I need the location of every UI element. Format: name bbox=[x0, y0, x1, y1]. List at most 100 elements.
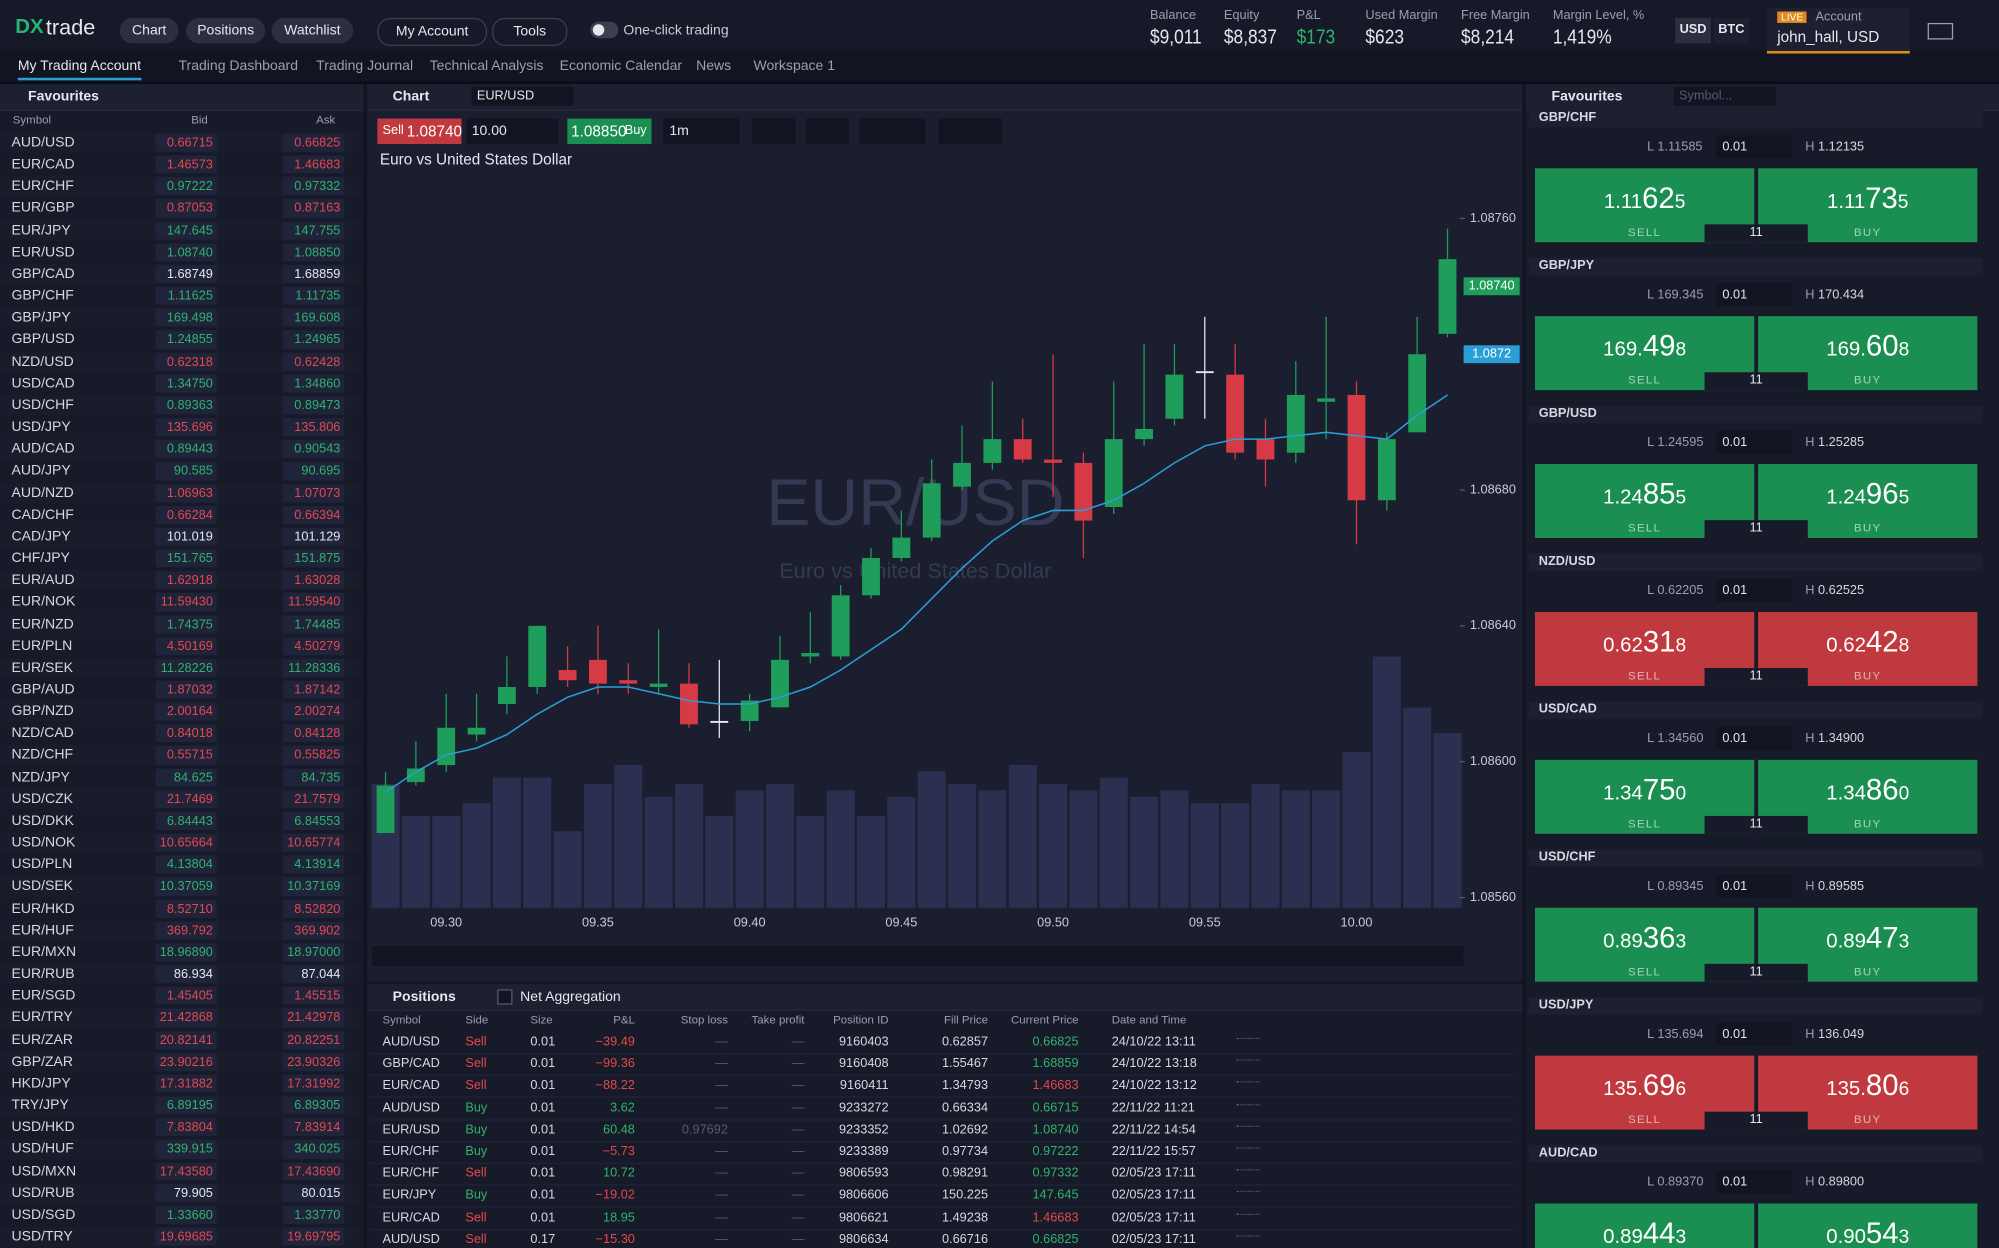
symbol: EUR/CHF bbox=[11, 178, 74, 195]
layout-icon[interactable] bbox=[1927, 22, 1954, 40]
bid-cell bbox=[155, 199, 217, 218]
indicators-button[interactable] bbox=[805, 118, 850, 145]
position-row[interactable] bbox=[369, 1120, 1515, 1143]
price-part: 0.89 bbox=[1603, 1226, 1643, 1248]
ask-cell bbox=[283, 680, 345, 699]
symbol: USD/CAD bbox=[11, 375, 75, 392]
bid: 1.33660 bbox=[166, 1208, 213, 1223]
timeframe-select[interactable] bbox=[662, 118, 740, 145]
bid: 147.645 bbox=[166, 223, 213, 238]
position-row[interactable] bbox=[369, 1055, 1515, 1077]
ask-cell bbox=[283, 593, 345, 612]
cell: 9806621 bbox=[838, 1210, 889, 1225]
qty-select[interactable] bbox=[1716, 874, 1793, 898]
row-actions[interactable] bbox=[1236, 1235, 1260, 1244]
qty-select[interactable] bbox=[1716, 135, 1793, 159]
menu-button[interactable]: My Account bbox=[377, 17, 488, 46]
cell: −15.30 bbox=[595, 1232, 635, 1247]
row-actions[interactable] bbox=[1236, 1037, 1260, 1047]
ask-cell bbox=[283, 1205, 345, 1224]
ask: 6.84553 bbox=[294, 814, 341, 829]
cell: Sell bbox=[465, 1210, 487, 1225]
currency-button[interactable]: BTC bbox=[1713, 17, 1750, 44]
buy-price: 0.90543 bbox=[1758, 1216, 1977, 1248]
tab[interactable]: Trading Dashboard bbox=[178, 58, 299, 74]
tab[interactable]: Workspace 1 bbox=[753, 58, 836, 74]
time-button[interactable] bbox=[859, 118, 926, 145]
y-tick-label: 1.08680 bbox=[1470, 481, 1516, 496]
buy-button[interactable] bbox=[567, 118, 652, 145]
high: 170.434 bbox=[1818, 288, 1865, 303]
nav-button[interactable]: Chart bbox=[119, 17, 179, 44]
qty-select[interactable] bbox=[1716, 430, 1793, 454]
position-row[interactable] bbox=[369, 1164, 1515, 1186]
row-actions[interactable] bbox=[1236, 1147, 1260, 1156]
qty-select[interactable] bbox=[1716, 283, 1793, 306]
qty-select[interactable] bbox=[1716, 1022, 1793, 1046]
tab[interactable]: News bbox=[696, 58, 732, 74]
candle-body bbox=[558, 670, 577, 681]
bid: 151.765 bbox=[166, 552, 213, 567]
cell: Buy bbox=[465, 1122, 488, 1137]
row-actions[interactable] bbox=[1236, 1081, 1260, 1091]
cell: — bbox=[715, 1057, 728, 1072]
row-actions[interactable] bbox=[1236, 1125, 1260, 1134]
ask-cell bbox=[283, 505, 345, 524]
positions-panel: Positions Net Aggregation bbox=[367, 984, 1523, 1248]
add-tab[interactable] bbox=[850, 59, 863, 73]
symbol: USD/HKD bbox=[11, 1119, 75, 1135]
volume-bar bbox=[978, 790, 1007, 908]
low: 135.694 bbox=[1657, 1027, 1704, 1042]
volume-bar bbox=[401, 815, 430, 908]
scrollbar[interactable] bbox=[372, 945, 1464, 967]
qty-select[interactable] bbox=[1716, 726, 1793, 750]
position-row[interactable] bbox=[369, 1142, 1515, 1164]
cell: 1.49238 bbox=[941, 1210, 989, 1225]
ask-cell bbox=[283, 1096, 345, 1115]
qty-select[interactable] bbox=[1716, 578, 1793, 602]
high-prefix: H bbox=[1805, 436, 1815, 451]
volume-bar bbox=[917, 771, 946, 908]
row-actions[interactable] bbox=[1236, 1213, 1260, 1222]
symbol-input[interactable]: EUR/USD bbox=[471, 86, 574, 106]
volume-bar bbox=[856, 815, 886, 908]
price-part: 75 bbox=[1642, 772, 1676, 806]
qty: 0.01 bbox=[1722, 288, 1748, 303]
position-row[interactable] bbox=[369, 1077, 1515, 1099]
tab[interactable]: Trading Journal bbox=[316, 58, 414, 74]
position-row[interactable] bbox=[369, 1208, 1515, 1230]
drawing-button[interactable] bbox=[938, 118, 1003, 145]
symbol-search[interactable]: Symbol... bbox=[1673, 86, 1776, 106]
candle-body bbox=[406, 768, 425, 783]
bid-cell bbox=[155, 286, 217, 306]
menu-button[interactable]: Tools bbox=[492, 17, 568, 46]
qty-select[interactable] bbox=[1716, 1170, 1793, 1194]
tab[interactable]: Economic Calendar bbox=[559, 58, 683, 74]
quantity-input[interactable] bbox=[466, 118, 559, 145]
chart-type-button[interactable] bbox=[752, 118, 796, 145]
buy-button[interactable] bbox=[1758, 1203, 1978, 1248]
sell-button[interactable] bbox=[1534, 1203, 1755, 1248]
checkbox[interactable] bbox=[497, 989, 513, 1005]
position-row[interactable] bbox=[369, 1098, 1515, 1121]
bid-cell bbox=[155, 855, 217, 874]
position-row[interactable] bbox=[369, 1033, 1515, 1055]
spread: 11 bbox=[1704, 520, 1808, 539]
price-part: 5 bbox=[1898, 487, 1910, 509]
tab[interactable]: Technical Analysis bbox=[429, 58, 544, 74]
row-actions[interactable] bbox=[1236, 1059, 1260, 1069]
row-actions[interactable] bbox=[1236, 1169, 1260, 1178]
tab[interactable]: My Trading Account bbox=[17, 59, 142, 81]
currency-button[interactable]: USD bbox=[1675, 17, 1711, 44]
nav-button[interactable]: Positions bbox=[186, 17, 266, 44]
row-actions[interactable] bbox=[1236, 1103, 1260, 1113]
sell-button[interactable] bbox=[377, 118, 462, 145]
nav-button[interactable]: Watchlist bbox=[271, 17, 354, 44]
bid: 0.62318 bbox=[166, 355, 213, 370]
low-prefix: L bbox=[1647, 731, 1655, 746]
row-actions[interactable] bbox=[1236, 1191, 1260, 1200]
ask: 1.07073 bbox=[294, 486, 341, 501]
position-row[interactable] bbox=[369, 1186, 1515, 1208]
symbol: GBP/CAD bbox=[11, 266, 75, 282]
sell-price: 0.62318 bbox=[1535, 625, 1754, 659]
